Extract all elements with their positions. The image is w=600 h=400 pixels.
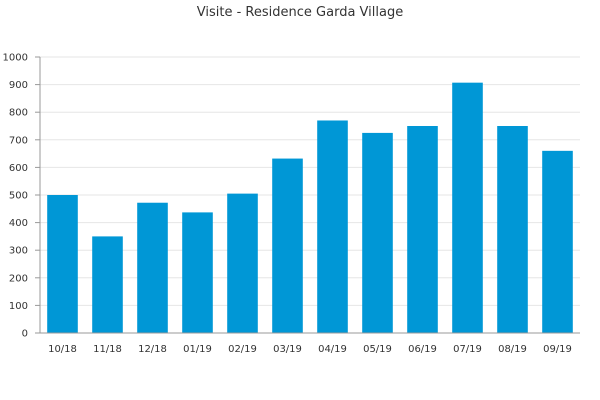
y-tick-label: 300 bbox=[9, 246, 28, 257]
gridlines bbox=[40, 56, 580, 306]
x-tick-label: 12/18 bbox=[138, 344, 167, 355]
bar-12-18 bbox=[137, 202, 168, 333]
bar-03-19 bbox=[272, 158, 303, 333]
x-tick-label: 09/19 bbox=[543, 344, 572, 355]
x-tick-label: 07/19 bbox=[453, 344, 482, 355]
bar-05-19 bbox=[362, 132, 393, 333]
bar-07-19 bbox=[452, 82, 483, 333]
x-tick-label: 02/19 bbox=[228, 344, 257, 355]
x-tick-label: 10/18 bbox=[48, 344, 77, 355]
bar-04-19 bbox=[317, 120, 348, 333]
y-tick-label: 900 bbox=[9, 80, 28, 91]
chart-title: Visite - Residence Garda Village bbox=[197, 5, 403, 20]
bars bbox=[47, 82, 573, 333]
x-tick-label: 01/19 bbox=[183, 344, 212, 355]
y-tick-label: 800 bbox=[9, 108, 28, 119]
x-tick-labels: 10/18 11/18 12/18 01/19 02/19 03/19 04/19 05/19… bbox=[48, 344, 572, 355]
y-tick-label: 1000 bbox=[3, 53, 28, 64]
bar-09-19 bbox=[542, 150, 573, 333]
y-tick-labels: 0 100 200 300 400 500 600 700 800 900 1000 bbox=[3, 53, 28, 340]
x-tick-label: 05/19 bbox=[363, 344, 392, 355]
bar-02-19 bbox=[227, 193, 258, 333]
bar-01-19 bbox=[182, 212, 213, 333]
x-tick-label: 03/19 bbox=[273, 344, 302, 355]
bar-10-18 bbox=[47, 195, 78, 333]
y-tick-label: 400 bbox=[9, 218, 28, 229]
bar-11-18 bbox=[92, 236, 123, 333]
axes bbox=[35, 56, 580, 334]
y-tick-label: 500 bbox=[9, 191, 28, 202]
x-tick-label: 08/19 bbox=[498, 344, 527, 355]
bar-06-19 bbox=[407, 126, 438, 333]
y-tick-label: 100 bbox=[9, 301, 28, 312]
y-tick-label: 600 bbox=[9, 163, 28, 174]
x-tick-label: 04/19 bbox=[318, 344, 347, 355]
x-tick-label: 06/19 bbox=[408, 344, 437, 355]
y-tick-label: 200 bbox=[9, 273, 28, 284]
x-tick-label: 11/18 bbox=[93, 344, 122, 355]
bar-08-19 bbox=[497, 126, 528, 333]
y-tick-label: 0 bbox=[22, 329, 28, 340]
y-tick-label: 700 bbox=[9, 135, 28, 146]
